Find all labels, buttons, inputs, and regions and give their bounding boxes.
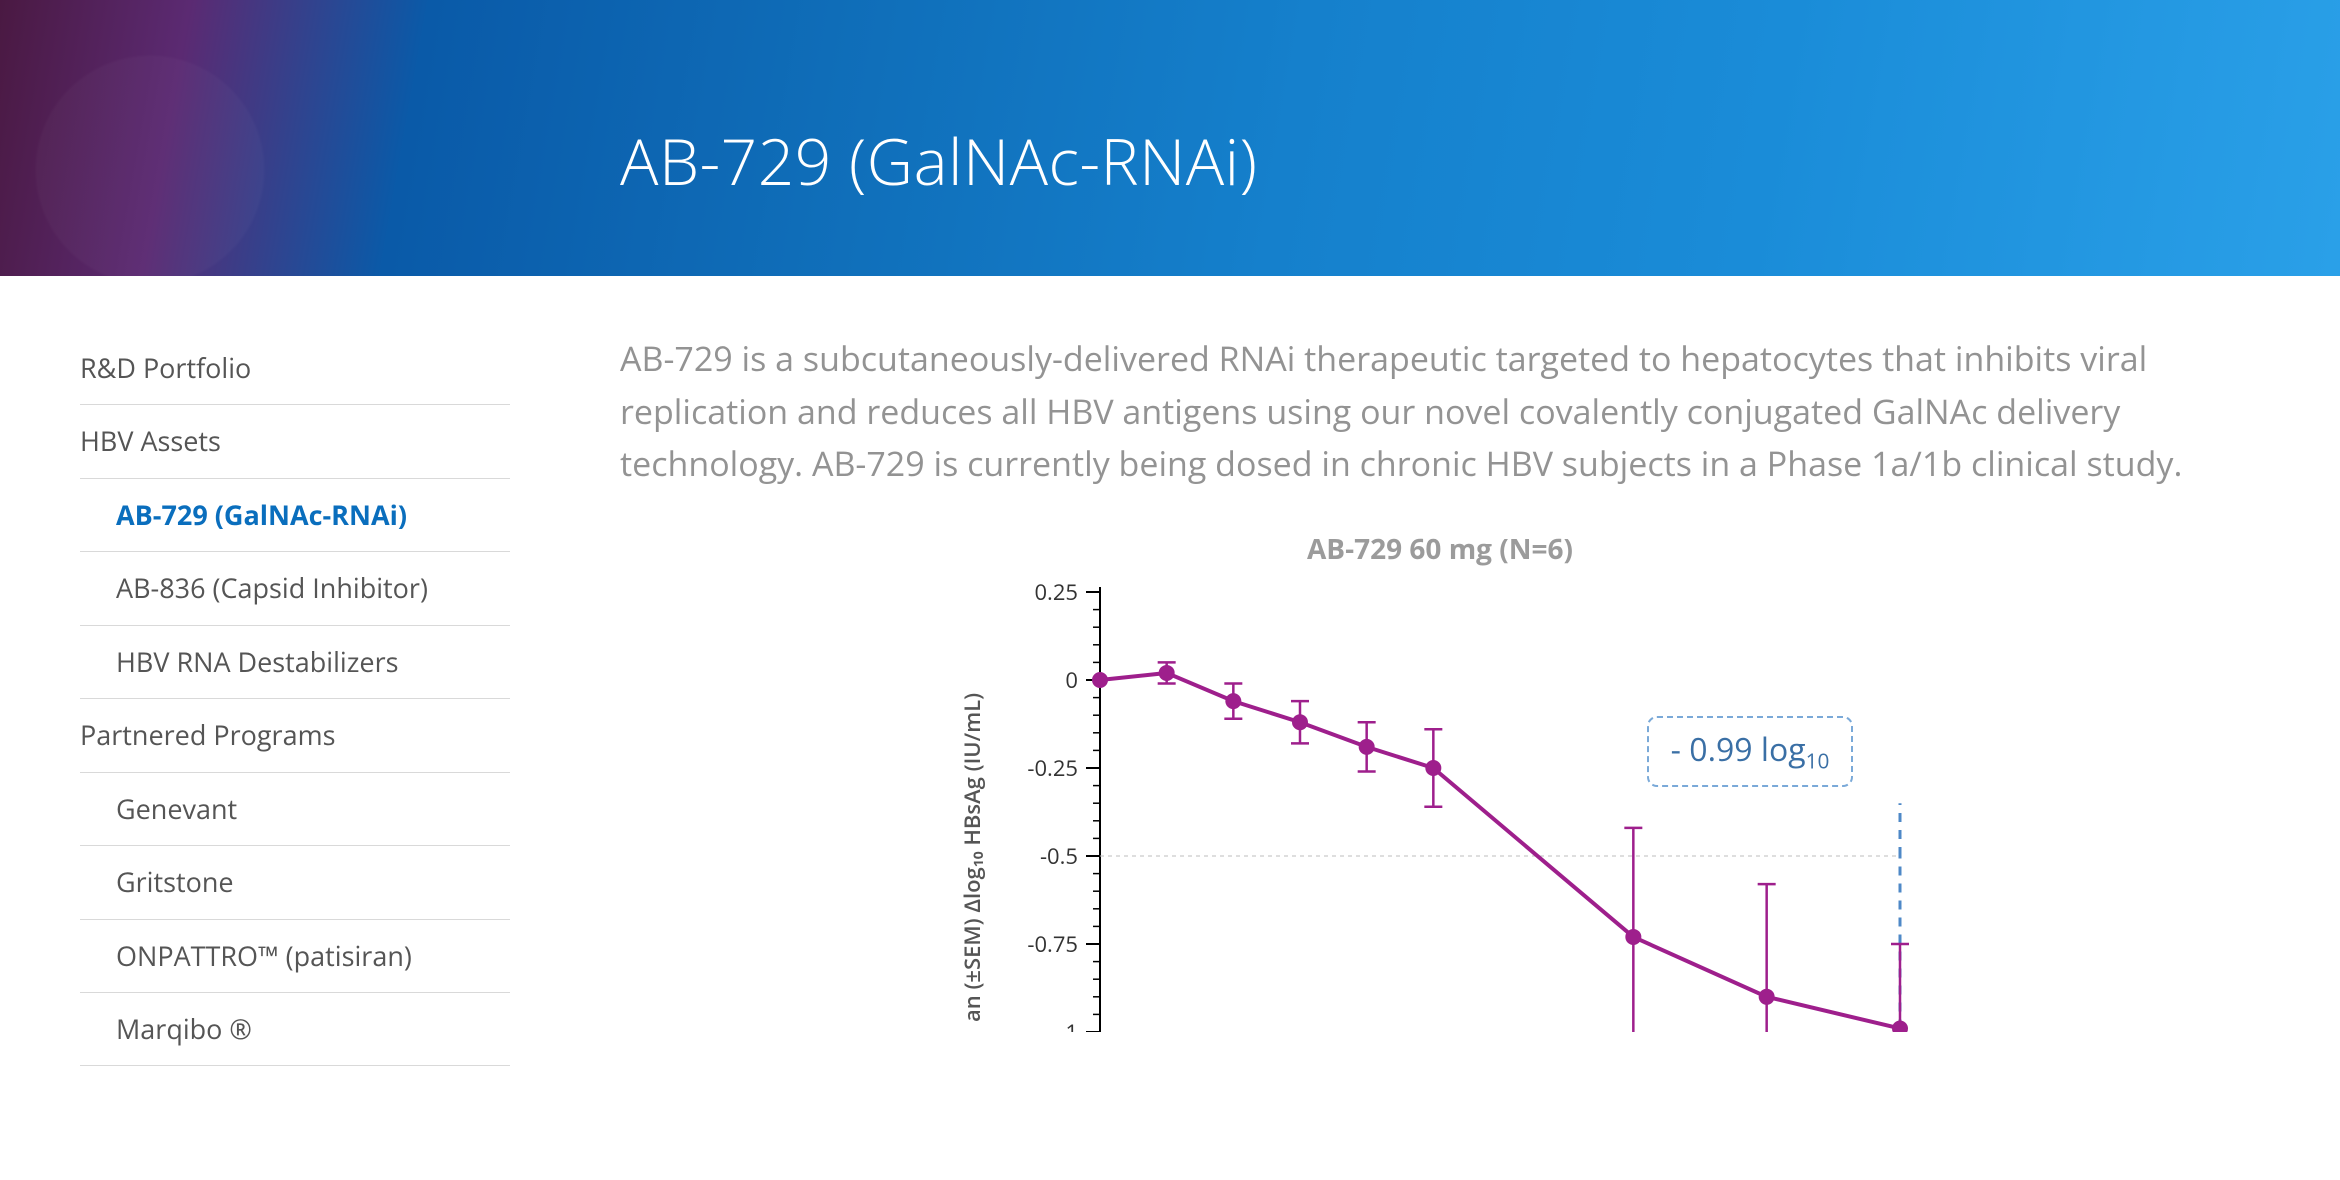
sidebar-link-9[interactable]: Marqibo ® (80, 993, 510, 1065)
sidebar-item: HBV Assets (80, 405, 510, 478)
svg-text:0: 0 (1065, 665, 1078, 695)
sidebar-link-5[interactable]: Partnered Programs (80, 699, 510, 771)
sidebar-nav: R&D PortfolioHBV AssetsAB-729 (GalNAc-RN… (80, 332, 510, 1066)
line-chart: 0.25 0 -0.25 -0.5 -0.75 -1 an (±SEM) Δlog₁₀ HB… (930, 572, 1950, 1032)
sidebar-item: Partnered Programs (80, 699, 510, 772)
svg-text:-1: -1 (1058, 1017, 1078, 1032)
sidebar-link-8[interactable]: ONPATTRO™ (patisiran) (80, 920, 510, 992)
svg-text:-0.5: -0.5 (1040, 841, 1078, 871)
sidebar-item: ONPATTRO™ (patisiran) (80, 920, 510, 993)
hero-banner: AB-729 (GalNAc-RNAi) (0, 0, 2340, 276)
sidebar-item: Gritstone (80, 846, 510, 919)
sidebar-item: AB-729 (GalNAc-RNAi) (80, 479, 510, 552)
svg-text:-0.75: -0.75 (1027, 929, 1078, 959)
sidebar-link-0[interactable]: R&D Portfolio (80, 332, 510, 404)
svg-text:0.25: 0.25 (1034, 577, 1078, 607)
sidebar-link-1[interactable]: HBV Assets (80, 405, 510, 477)
svg-text:an (±SEM) Δlog₁₀ HBsAg (IU/mL): an (±SEM) Δlog₁₀ HBsAg (IU/mL) (957, 693, 987, 1022)
callout-text: - 0.99 log (1671, 728, 1806, 771)
main-column: AB-729 is a subcutaneously-delivered RNA… (510, 332, 2340, 1066)
sidebar-link-4[interactable]: HBV RNA Destabilizers (80, 626, 510, 698)
chart-container: AB-729 60 mg (N=6) 0.25 0 -0.25 -0.5 -0.75 -1… (930, 530, 1950, 1032)
chart-title: AB-729 60 mg (N=6) (930, 530, 1950, 568)
content-area: R&D PortfolioHBV AssetsAB-729 (GalNAc-RN… (0, 276, 2340, 1066)
intro-paragraph: AB-729 is a subcutaneously-delivered RNA… (620, 332, 2300, 490)
sidebar-link-6[interactable]: Genevant (80, 773, 510, 845)
callout-sub: 10 (1806, 747, 1830, 775)
page-title: AB-729 (GalNAc-RNAi) (620, 117, 1258, 204)
svg-text:-0.25: -0.25 (1027, 753, 1078, 783)
sidebar-item: Marqibo ® (80, 993, 510, 1066)
sidebar-link-3[interactable]: AB-836 (Capsid Inhibitor) (80, 552, 510, 624)
sidebar-item: Genevant (80, 773, 510, 846)
sidebar-item: AB-836 (Capsid Inhibitor) (80, 552, 510, 625)
sidebar-item: HBV RNA Destabilizers (80, 626, 510, 699)
sidebar-link-7[interactable]: Gritstone (80, 846, 510, 918)
chart-callout: - 0.99 log10 (1647, 716, 1854, 787)
sidebar-link-2[interactable]: AB-729 (GalNAc-RNAi) (80, 479, 510, 551)
sidebar-item: R&D Portfolio (80, 332, 510, 405)
